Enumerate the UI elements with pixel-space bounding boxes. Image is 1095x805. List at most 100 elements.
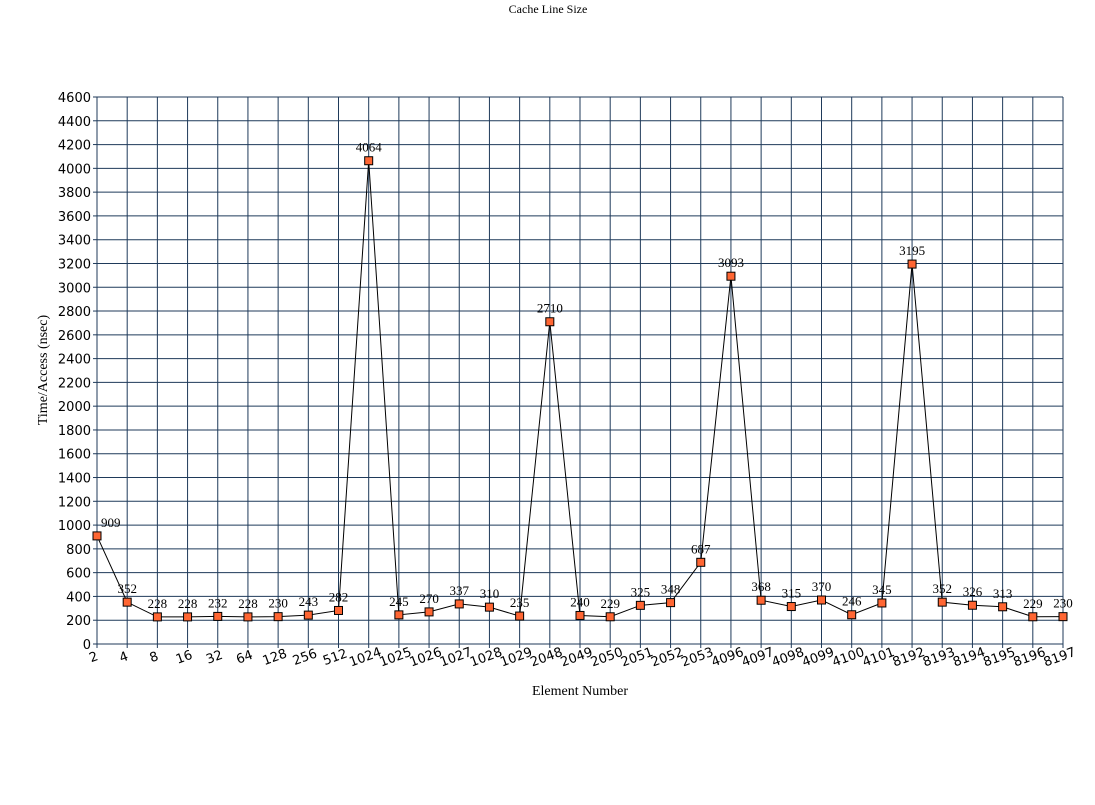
data-label: 228 [238,596,258,611]
data-point [877,598,887,608]
data-point [847,610,857,620]
data-point [303,610,313,620]
data-label: 370 [812,579,832,594]
y-tick-label: 0 [83,638,91,653]
data-point [967,600,977,610]
x-tick-label: 4 [118,649,131,666]
data-label: 229 [1023,596,1043,611]
y-tick-label: 4200 [58,139,91,154]
data-labels: 909 352 228 228 232 228 230 243 282 4064 245 270 337… [101,140,1073,611]
data-point [183,612,193,622]
data-label: 345 [872,582,892,597]
y-tick-label: 1200 [58,495,91,510]
y-tick-label: 2200 [58,376,91,391]
y-tick-label: 1000 [58,519,91,534]
data-label: 240 [570,594,590,609]
data-point [152,612,162,622]
data-label: 228 [148,596,168,611]
x-tick-label: 128 [261,646,289,669]
data-point [334,605,343,615]
y-tick-label: 2800 [58,305,91,320]
data-label: 352 [117,581,137,596]
data-label: 4064 [356,140,383,155]
data-point [907,259,917,269]
data-point [817,595,826,605]
y-tick-label: 3400 [58,234,91,249]
data-label: 282 [329,589,349,604]
x-tick-label: 256 [291,646,319,669]
y-tick-label: 3000 [58,281,91,296]
data-label: 228 [178,596,198,611]
y-tick-label: 800 [66,543,91,558]
data-point [605,612,615,622]
data-point [515,611,525,621]
x-tick-label: 32 [204,648,225,668]
data-point [998,602,1008,612]
data-point [1028,612,1038,622]
data-point [1058,612,1068,622]
data-label: 243 [299,594,319,609]
data-point [424,607,434,617]
data-label: 3195 [899,243,925,258]
data-label: 310 [480,586,500,601]
x-axis-title: Element Number [532,684,628,699]
y-axis-ticks: 0 200 400 600 800 1000 1200 1400 1600 1800 2000 220… [58,91,97,653]
data-label: 687 [691,541,711,556]
data-label: 232 [208,595,228,610]
data-point [243,612,253,622]
x-tick-label: 2 [87,649,100,666]
x-tick-label: 8 [148,649,161,666]
y-tick-label: 200 [66,614,91,629]
y-axis-title: Time/Access (nsec) [36,315,51,426]
y-tick-label: 2000 [58,400,91,415]
data-point [273,612,283,622]
data-point [484,602,494,612]
y-tick-label: 2400 [58,353,91,368]
y-tick-label: 4600 [58,91,91,106]
y-tick-label: 600 [66,567,91,582]
y-tick-label: 1800 [58,424,91,439]
data-label: 2710 [537,301,563,316]
y-tick-label: 4000 [58,162,91,177]
data-point [364,156,374,166]
data-label: 352 [933,581,953,596]
data-label: 313 [993,586,1013,601]
data-label: 229 [600,596,620,611]
data-point [726,271,736,281]
data-label: 230 [1053,596,1073,611]
x-tick-label: 16 [174,648,195,668]
y-tick-label: 400 [66,590,91,605]
data-label: 325 [631,584,651,599]
data-point [394,610,404,620]
data-markers [92,156,1068,622]
x-tick-label: 64 [234,648,255,668]
data-label: 326 [963,584,983,599]
data-label: 348 [661,582,681,597]
y-tick-label: 3600 [58,210,91,225]
data-point [213,611,223,621]
data-label: 909 [101,515,121,530]
data-label: 245 [389,594,409,609]
y-tick-label: 2600 [58,329,91,344]
data-point [92,531,102,541]
data-label: 315 [782,586,802,601]
data-label: 230 [268,596,288,611]
data-point [696,557,706,567]
data-label: 235 [510,595,530,610]
data-point [545,317,555,327]
gridlines [96,96,1064,645]
data-label: 3093 [718,255,744,270]
data-point [635,600,645,610]
y-tick-label: 3200 [58,257,91,272]
data-point [454,599,464,609]
x-tick-label: 512 [321,646,349,669]
data-label: 337 [450,583,470,598]
data-point [122,597,132,607]
y-tick-label: 4400 [58,115,91,130]
data-point [786,602,796,612]
y-tick-label: 3800 [58,186,91,201]
data-label: 270 [419,591,439,606]
y-tick-label: 1600 [58,448,91,463]
data-point [575,610,585,620]
